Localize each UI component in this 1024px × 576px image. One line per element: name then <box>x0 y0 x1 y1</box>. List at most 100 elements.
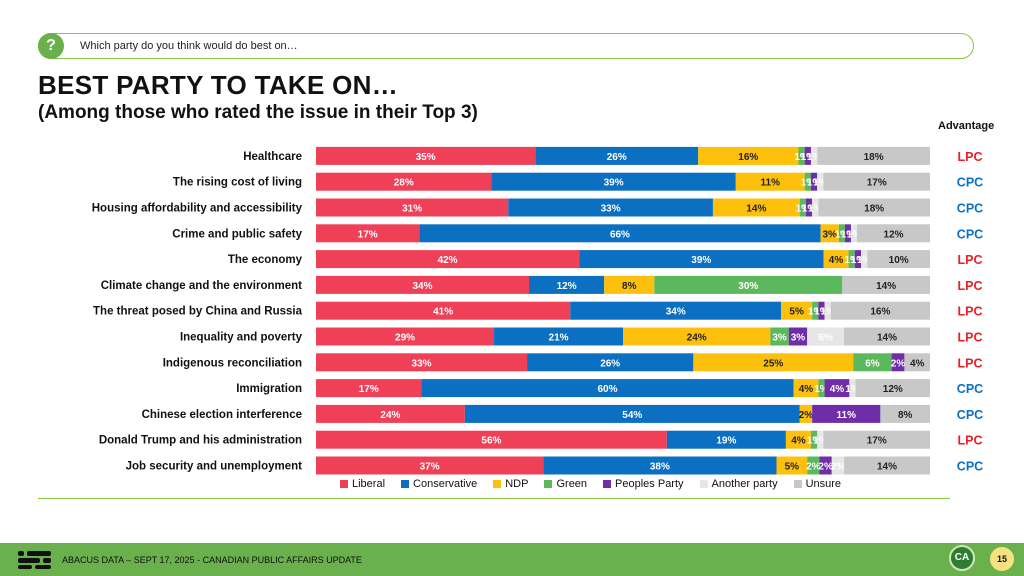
category-label: Climate change and the environment <box>101 280 302 292</box>
data-label: 33% <box>601 204 621 215</box>
legend-item: Liberal <box>340 478 385 490</box>
data-label: 34% <box>666 307 686 318</box>
advantage-label: LPC <box>958 150 983 164</box>
bar-segment <box>818 198 930 217</box>
bar-segment <box>316 404 465 423</box>
category-label: The economy <box>228 254 303 266</box>
legend-item: NDP <box>493 478 528 490</box>
data-label: 17% <box>358 229 378 240</box>
advantage-label: LPC <box>958 434 983 448</box>
advantage-label: LPC <box>958 331 983 345</box>
footer-bar <box>0 543 1024 576</box>
bar-segment <box>316 456 544 475</box>
legend-label: Peoples Party <box>615 478 684 490</box>
bar-segment <box>850 224 858 243</box>
advantage-label: LPC <box>958 305 983 319</box>
advantage-label: LPC <box>958 253 983 267</box>
bar-segment <box>810 172 818 191</box>
data-label: 1% <box>851 255 866 266</box>
bar-segment <box>818 379 825 398</box>
bar-segment <box>527 353 694 372</box>
bar-segment <box>543 456 777 475</box>
legend-label: Unsure <box>805 478 842 490</box>
data-label: 26% <box>607 152 627 163</box>
page-number: 15 <box>990 547 1014 571</box>
data-label: 41% <box>433 307 453 318</box>
category-label: Housing affordability and accessibility <box>92 203 303 215</box>
bar-segment <box>861 250 868 269</box>
bar-segment <box>798 146 805 165</box>
bar-segment <box>712 198 800 217</box>
category-label: Inequality and poverty <box>180 332 303 344</box>
bar-segment <box>770 327 789 346</box>
data-label: 1% <box>845 384 860 395</box>
data-label: 1% <box>814 307 829 318</box>
category-label: Immigration <box>236 383 302 395</box>
bar-segment <box>316 327 495 346</box>
category-label: Job security and unemployment <box>126 461 303 473</box>
legend-item: Peoples Party <box>603 478 684 490</box>
data-label: 2% <box>831 462 846 473</box>
divider <box>38 498 950 499</box>
data-label: 24% <box>687 333 707 344</box>
bar-segment <box>817 172 824 191</box>
bar-segment <box>804 172 811 191</box>
bar-segment <box>867 250 930 269</box>
data-label: 4% <box>791 436 806 447</box>
bar-segment <box>823 172 930 191</box>
data-label: 1% <box>807 436 822 447</box>
chart-legend: Liberal Conservative NDP Green Peoples Party… <box>340 478 841 490</box>
bar-segment <box>693 353 854 372</box>
bar-segment <box>579 250 824 269</box>
bar-segment <box>823 430 930 449</box>
data-label: 56% <box>481 436 501 447</box>
bar-segment <box>807 456 820 475</box>
data-label: 33% <box>412 358 432 369</box>
bar-segment <box>857 224 930 243</box>
bar-segment <box>799 404 813 423</box>
data-label: 18% <box>864 152 884 163</box>
data-label: 1% <box>807 152 822 163</box>
data-label: 1% <box>808 204 823 215</box>
page-subtitle: (Among those who rated the issue in thei… <box>38 102 478 123</box>
data-label: 4% <box>829 255 844 266</box>
data-label: 1% <box>808 307 823 318</box>
advantage-label: LPC <box>958 279 983 293</box>
data-label: 1% <box>841 229 856 240</box>
data-label: 2% <box>806 462 821 473</box>
bar-segment <box>316 430 667 449</box>
data-label: 31% <box>402 204 422 215</box>
data-label: 1% <box>801 152 816 163</box>
question-text: Which party do you think would do best o… <box>80 40 298 52</box>
data-label: 37% <box>420 462 440 473</box>
data-label: 54% <box>622 410 642 421</box>
bar-segment <box>812 404 881 423</box>
legend-label: NDP <box>505 478 529 490</box>
bar-segment <box>831 456 845 475</box>
legend-swatch <box>401 480 410 488</box>
bar-segment <box>698 146 799 165</box>
bar-segment <box>805 198 813 217</box>
bar-segment <box>666 430 786 449</box>
legend-item: Conservative <box>401 478 477 490</box>
bar-segment <box>817 430 824 449</box>
advantage-label: CPC <box>957 202 983 216</box>
data-label: 28% <box>394 178 414 189</box>
bar-segment <box>316 301 571 320</box>
data-label: 1% <box>813 436 828 447</box>
data-label: 1% <box>814 384 829 395</box>
data-label: 12% <box>557 281 577 292</box>
data-label: 3% <box>772 333 787 344</box>
data-label: 6% <box>818 333 833 344</box>
data-label: 17% <box>867 436 887 447</box>
data-label: 8% <box>898 410 913 421</box>
data-label: 16% <box>738 152 758 163</box>
bar-segment <box>812 301 819 320</box>
data-label: 66% <box>610 229 630 240</box>
data-label: 5% <box>785 462 800 473</box>
data-label: 1% <box>802 204 817 215</box>
data-label: 17% <box>867 178 887 189</box>
legend-label: Another party <box>711 478 778 490</box>
data-label: 2% <box>818 462 833 473</box>
data-label: 60% <box>597 384 617 395</box>
